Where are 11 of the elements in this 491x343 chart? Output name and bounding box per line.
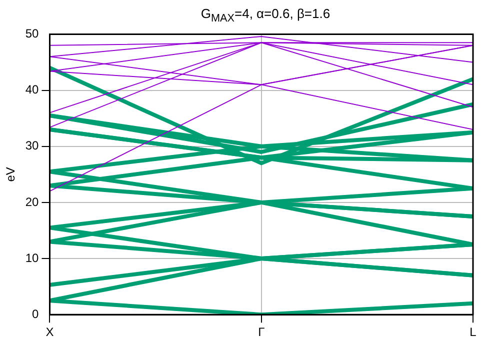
x-tick-label: Γ	[258, 325, 266, 340]
y-tick-label: 50	[25, 26, 40, 41]
y-tick-label: 0	[32, 306, 40, 321]
y-tick-label: 40	[25, 82, 40, 97]
y-tick-label: 20	[25, 194, 40, 209]
x-tick-label: L	[470, 325, 477, 340]
y-axis-title: eV	[4, 167, 18, 182]
x-tick-label: X	[46, 325, 54, 340]
y-tick-label: 10	[25, 250, 40, 265]
y-tick-label: 30	[25, 138, 40, 153]
chart-title: G$_{MAX}$=4, α=0.6, β=1.6	[200, 5, 332, 25]
